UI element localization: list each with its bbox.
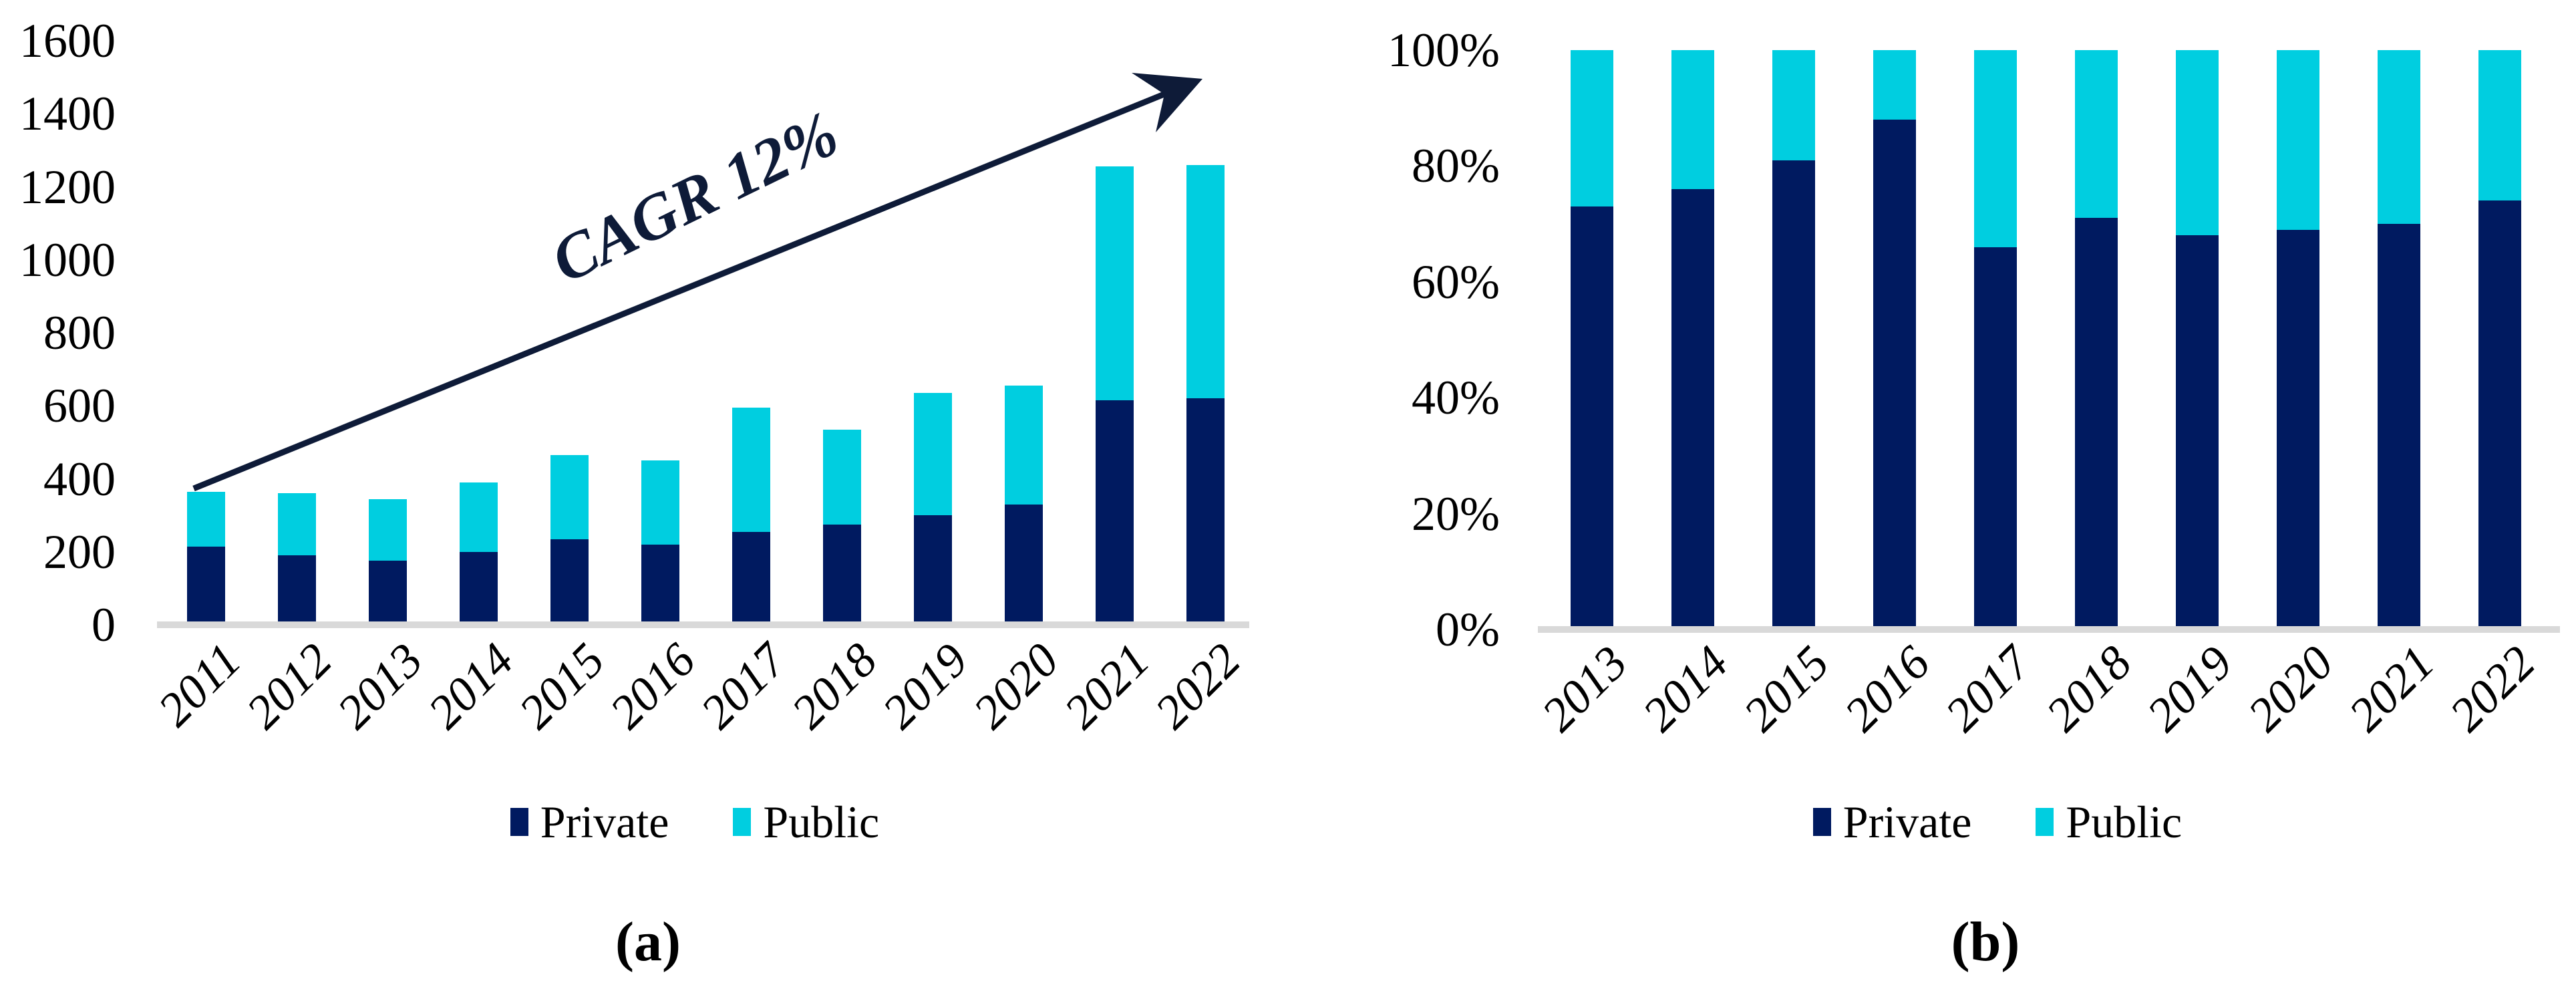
bar-segment-private-2018 [822, 524, 861, 625]
y-tick-label: 100% [1388, 23, 1500, 77]
x-axis-line-b [1538, 626, 2560, 633]
bar-segment-private-2012 [277, 555, 316, 625]
bar-segment-public-2017 [1973, 50, 2017, 247]
y-tick-label: 400 [43, 452, 116, 506]
bar-segment-private-2022 [2478, 200, 2521, 629]
y-tick-label: 20% [1412, 486, 1500, 541]
legend-item-private: Private [1812, 797, 1972, 847]
bar-segment-private-2011 [186, 546, 225, 625]
bar-segment-public-2021 [1095, 166, 1134, 401]
legend-label-public: Public [763, 797, 880, 847]
bar-segment-private-2021 [1095, 400, 1134, 625]
bar-segment-public-2021 [2377, 50, 2420, 225]
bar-segment-public-2011 [186, 491, 225, 547]
y-tick-label: 60% [1412, 255, 1500, 309]
legend-item-private: Private [510, 797, 669, 847]
legend-label-private: Private [540, 797, 669, 847]
bar-segment-public-2019 [2175, 50, 2219, 236]
y-tick-label: 200 [43, 525, 116, 579]
bar-segment-public-2020 [2276, 50, 2319, 230]
bar-segment-private-2015 [1772, 160, 1815, 629]
bar-segment-private-2018 [2074, 218, 2118, 629]
bar-segment-private-2013 [368, 561, 407, 625]
y-tick-label: 800 [43, 306, 116, 360]
cagr-annotation: CAGR 12% [540, 97, 849, 297]
bar-segment-public-2015 [1772, 50, 1815, 160]
bar-segment-private-2013 [1570, 206, 1613, 629]
bar-segment-private-2017 [732, 531, 770, 625]
bar-segment-public-2013 [1570, 50, 1613, 207]
bar-segment-private-2014 [1671, 189, 1714, 629]
bar-segment-public-2012 [277, 493, 316, 556]
y-tick-label: 1600 [19, 14, 116, 67]
public-swatch-icon [2036, 808, 2054, 836]
bar-segment-public-2013 [368, 499, 407, 561]
bar-segment-private-2014 [459, 551, 498, 625]
bar-segment-public-2018 [822, 429, 861, 525]
bar-segment-public-2016 [641, 460, 679, 545]
bar-segment-private-2017 [1973, 247, 2017, 629]
y-tick-label: 40% [1412, 371, 1500, 425]
bar-segment-public-2020 [1004, 386, 1043, 505]
bar-segment-public-2018 [2074, 50, 2118, 219]
bar-segment-public-2022 [2478, 50, 2521, 201]
bar-segment-private-2022 [1186, 398, 1225, 625]
caption-a: (a) [615, 911, 681, 973]
bar-segment-public-2014 [459, 482, 498, 552]
legend-item-public: Public [2036, 797, 2182, 847]
bar-segment-public-2015 [550, 454, 589, 539]
bar-segment-private-2019 [2175, 235, 2219, 629]
bar-segment-private-2015 [550, 539, 589, 625]
bar-segment-public-2017 [732, 407, 770, 532]
y-tick-label: 0 [92, 598, 116, 652]
y-tick-label: 0% [1436, 603, 1500, 656]
y-tick-label: 1200 [19, 160, 116, 214]
bar-segment-public-2019 [913, 393, 952, 516]
legend-label-public: Public [2066, 797, 2183, 847]
bar-segment-public-2016 [1873, 50, 1916, 120]
bar-segment-private-2020 [2276, 229, 2319, 629]
bar-segment-private-2016 [1873, 120, 1916, 629]
y-tick-label: 600 [43, 379, 116, 433]
private-swatch-icon [1812, 808, 1831, 836]
bar-segment-public-2014 [1671, 50, 1714, 190]
y-tick-label: 1000 [19, 233, 116, 287]
public-swatch-icon [733, 808, 752, 836]
bar-segment-private-2020 [1004, 504, 1043, 625]
legend-a: Private Public [155, 797, 1235, 847]
bar-segment-private-2016 [641, 544, 679, 625]
legend-label-private: Private [1842, 797, 1972, 847]
legend-b: Private Public [1463, 797, 2532, 847]
legend-item-public: Public [733, 797, 879, 847]
bar-segment-public-2022 [1186, 164, 1225, 399]
x-axis-line-a [157, 621, 1249, 628]
y-tick-label: 1400 [19, 87, 116, 141]
bar-segment-private-2021 [2377, 224, 2420, 629]
bar-segment-private-2019 [913, 515, 952, 625]
private-swatch-icon [510, 808, 528, 836]
caption-b: (b) [1951, 911, 2020, 973]
y-tick-label: 80% [1412, 139, 1500, 193]
